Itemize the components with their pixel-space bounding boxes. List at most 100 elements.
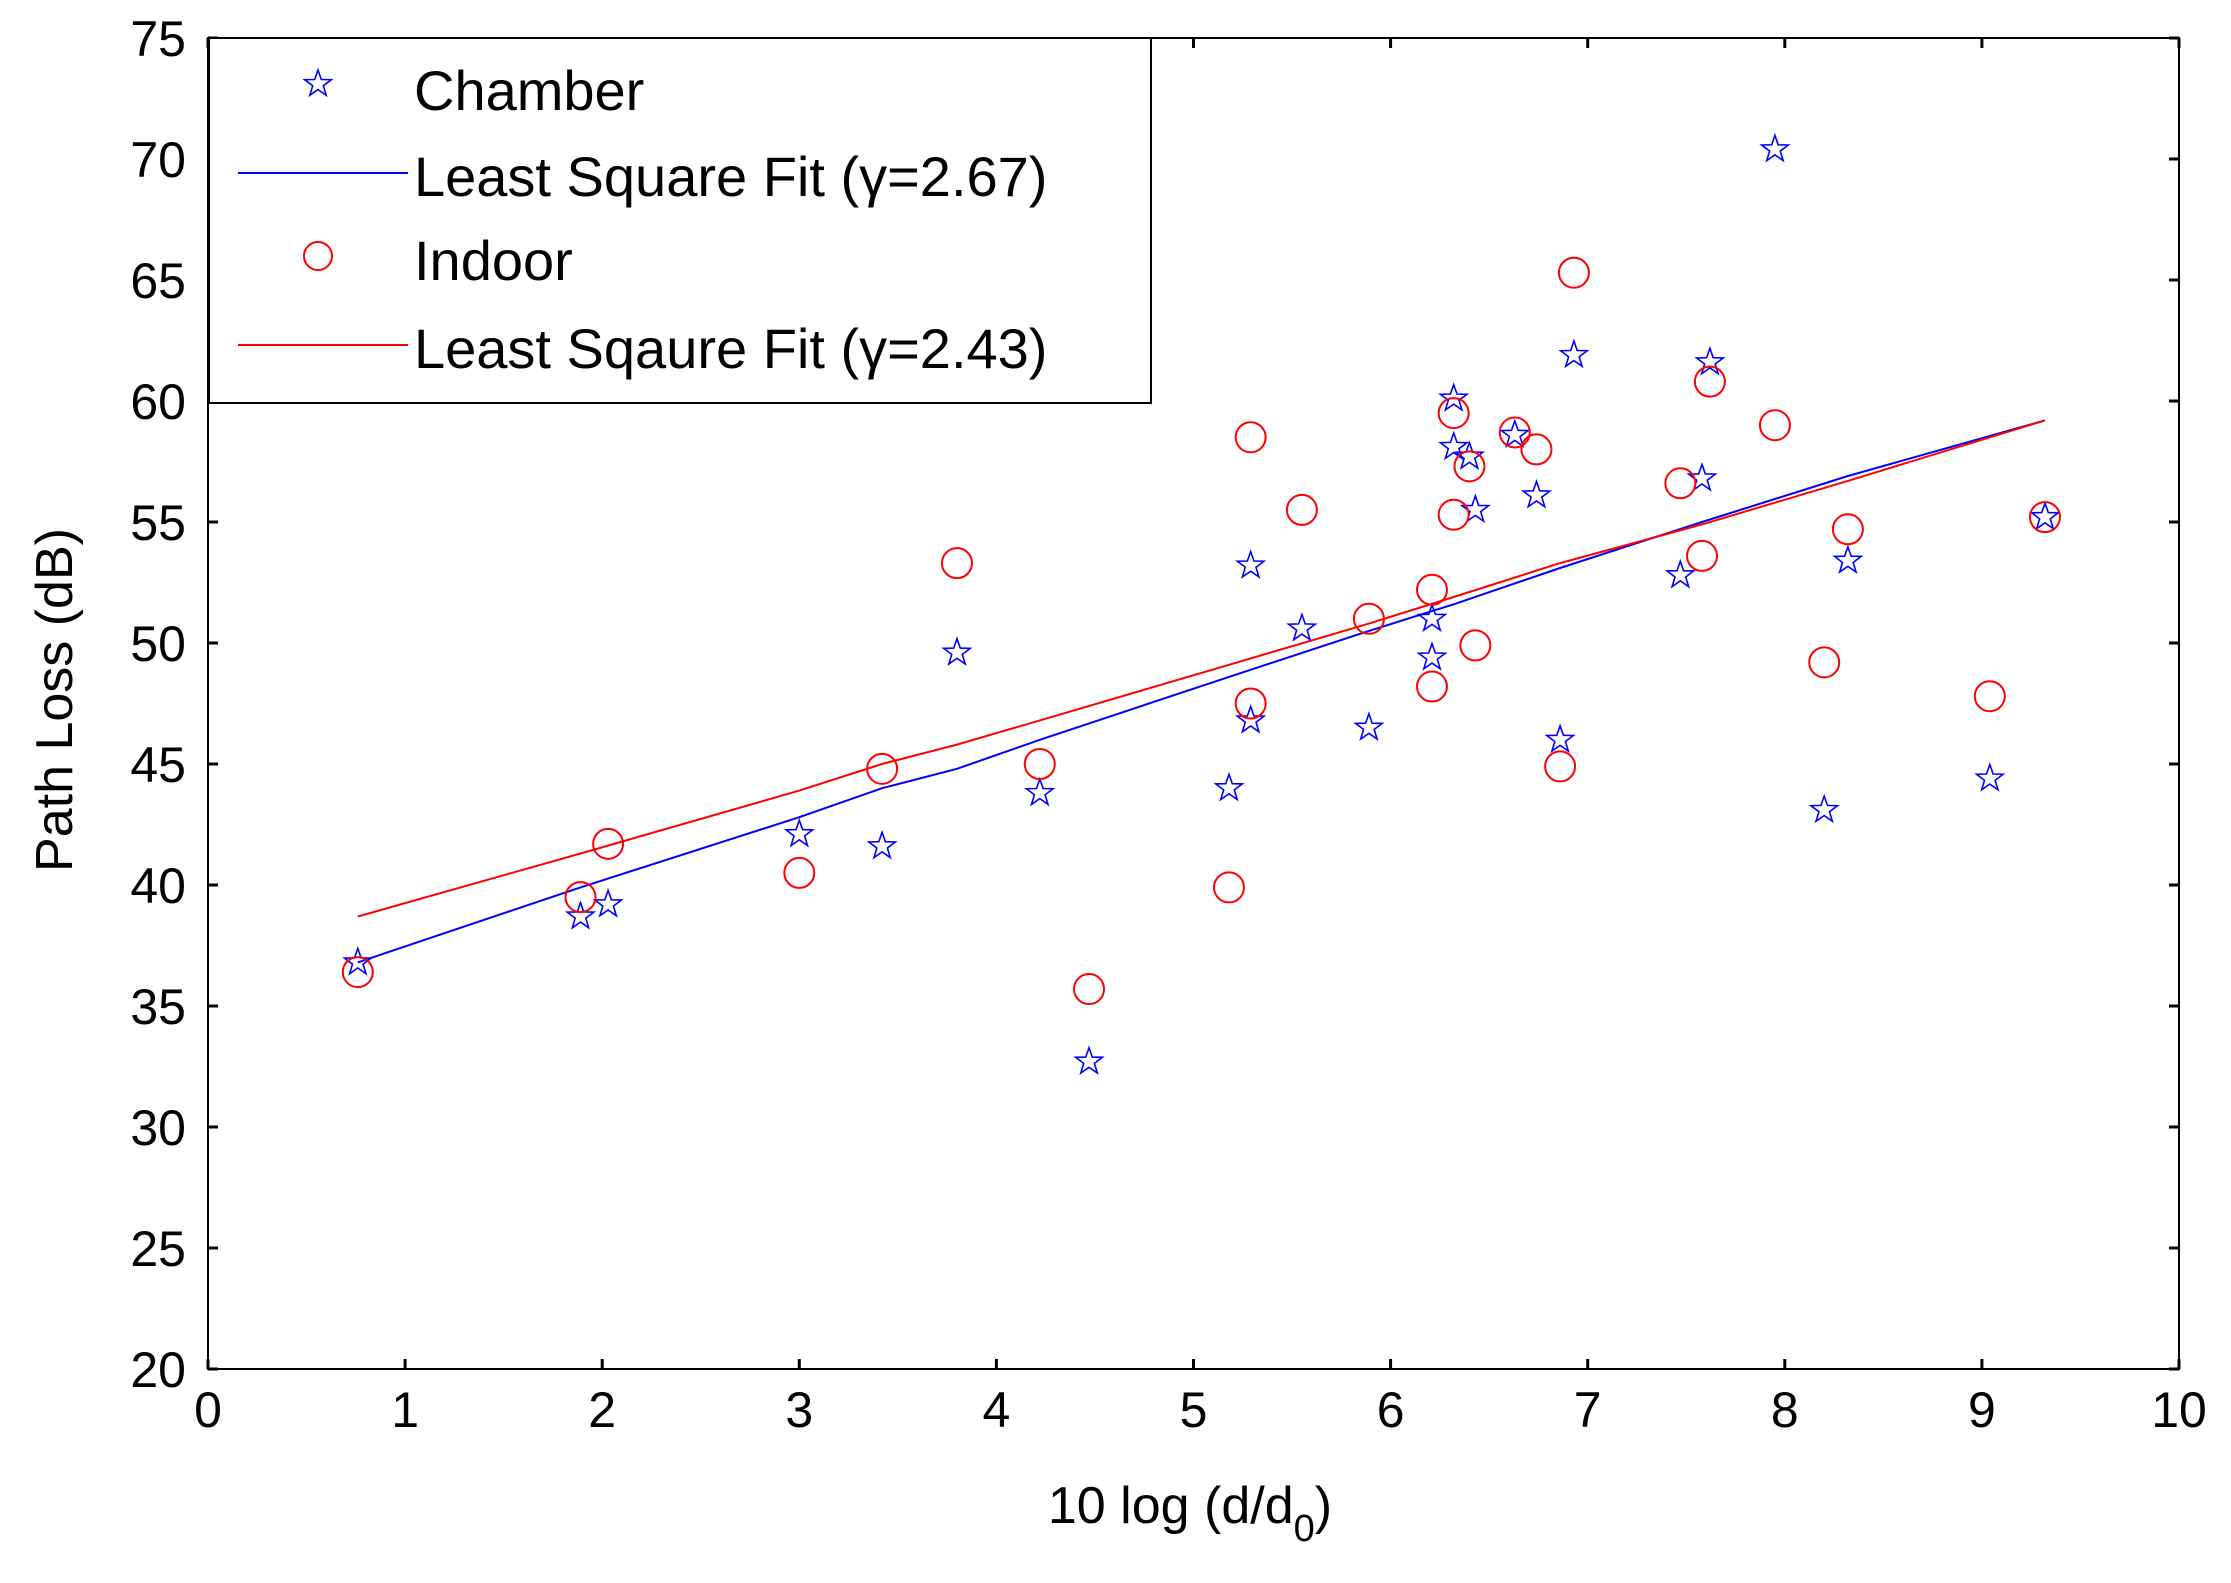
- indoor-circle-point: [1352, 602, 1385, 635]
- chamber-star-point: [1024, 776, 1056, 807]
- indoor-circle-point: [783, 856, 816, 889]
- y-tick-label: 40: [130, 858, 186, 914]
- legend-label-blue-fit: Least Square Fit (γ=2.67): [414, 145, 1047, 208]
- y-tick-label: 70: [130, 132, 186, 188]
- indoor-circle-point: [1437, 498, 1470, 531]
- indoor-circle-point: [1212, 871, 1245, 904]
- legend-entry-blue-fit: Least Square Fit (γ=2.67): [238, 145, 1047, 208]
- legend-label-red-fit: Least Sqaure Fit (γ=2.43): [414, 317, 1047, 380]
- data-markers: [341, 132, 2061, 1075]
- chamber-star-point: [2029, 500, 2061, 531]
- chamber-star-point: [342, 945, 374, 976]
- legend-label-chamber: Chamber: [414, 59, 644, 122]
- legend-circle-marker: [303, 241, 333, 271]
- legend-box: [208, 37, 1152, 404]
- indoor-circle-point: [1808, 646, 1841, 679]
- indoor-circle-point: [1498, 416, 1531, 449]
- x-tick-label: 1: [391, 1382, 419, 1438]
- indoor-circle-point: [1459, 629, 1492, 662]
- indoor-circle-point: [592, 827, 625, 860]
- indoor-circle-point: [1664, 467, 1697, 500]
- x-axis-label-close: ): [1315, 1477, 1332, 1535]
- indoor-circle-point: [1693, 365, 1726, 398]
- chamber-star-point: [1438, 430, 1470, 461]
- chamber-star-point: [592, 887, 624, 918]
- legend-star-shape: [302, 67, 334, 98]
- indoor-circle-point: [1023, 748, 1056, 780]
- indoor-circle-point: [1453, 450, 1486, 483]
- y-tick-label: 35: [130, 979, 186, 1035]
- y-tick-label: 65: [130, 253, 186, 309]
- indoor-circle-point: [1686, 539, 1719, 572]
- chamber-star-point: [1453, 440, 1486, 470]
- x-tick-label: 9: [1968, 1382, 1996, 1438]
- indoor-circle-point: [341, 956, 374, 989]
- chamber-star-point: [1438, 382, 1470, 412]
- y-tick-label: 30: [130, 1100, 186, 1156]
- x-tick-label: 10: [2151, 1382, 2207, 1438]
- chamber-star-point: [1416, 602, 1448, 633]
- chamber-star-point: [1808, 793, 1840, 824]
- chamber-star-point: [1520, 478, 1553, 509]
- fit-line-1: [357, 419, 2046, 964]
- x-tick-label: 7: [1574, 1382, 1602, 1438]
- chamber-star-point: [1286, 612, 1318, 642]
- chamber-star-point: [1544, 723, 1576, 754]
- legend-entry-chamber: Chamber: [302, 59, 644, 122]
- chamber-star-point: [941, 636, 973, 666]
- chamber-star-point: [1759, 132, 1791, 163]
- y-tick-label: 75: [130, 11, 186, 67]
- legend-entry-indoor: Indoor: [303, 229, 573, 292]
- x-tick-label: 2: [588, 1382, 616, 1438]
- x-tick-label: 8: [1771, 1382, 1799, 1438]
- indoor-circle-point: [866, 752, 899, 785]
- indoor-circle-point: [1758, 409, 1791, 442]
- indoor-circle-point: [2028, 501, 2061, 534]
- indoor-circle-point: [1285, 493, 1318, 526]
- chamber-star-point: [1353, 711, 1385, 741]
- chamber-star-point: [1499, 418, 1531, 449]
- y-tick-label: 20: [130, 1342, 186, 1398]
- y-tick-label: 25: [130, 1221, 186, 1277]
- indoor-circle-point: [1437, 397, 1470, 430]
- indoor-circle-point: [1544, 750, 1577, 783]
- chamber-star-point: [1664, 558, 1697, 589]
- legend-star-marker: [302, 67, 334, 98]
- chamber-star-point: [783, 817, 815, 848]
- indoor-circle-point: [1415, 670, 1448, 703]
- indoor-circle-point: [1520, 433, 1553, 466]
- chamber-star-point: [1234, 549, 1267, 579]
- y-tick-label: 50: [130, 616, 186, 672]
- x-tick-label: 4: [982, 1382, 1010, 1438]
- indoor-circle-point: [1973, 680, 2006, 713]
- chamber-star-point: [1974, 762, 2006, 792]
- chamber-star-point: [1073, 1045, 1105, 1075]
- chamber-star-point: [1832, 544, 1864, 574]
- indoor-circle-point: [1415, 573, 1448, 606]
- indoor-circle-point: [940, 547, 973, 580]
- chamber-star-point: [1213, 771, 1245, 802]
- x-tick-label: 5: [1180, 1382, 1208, 1438]
- legend-label-indoor: Indoor: [414, 229, 573, 292]
- chamber-star-point: [1234, 703, 1267, 734]
- y-tick-label: 55: [130, 495, 186, 551]
- chamber-star-point: [564, 900, 597, 930]
- chamber-star-point: [1558, 338, 1590, 369]
- chamber-star-point: [1694, 345, 1726, 376]
- indoor-circle-point: [1073, 973, 1106, 1006]
- indoor-circle-point: [564, 881, 597, 914]
- y-axis-label: Path Loss (dB): [26, 528, 84, 872]
- x-axis-label-subscript: 0: [1294, 1508, 1315, 1550]
- x-tick-label: 0: [194, 1382, 222, 1438]
- indoor-circle-point: [1234, 421, 1267, 454]
- fit-line-3: [357, 419, 2046, 918]
- y-tick-label: 45: [130, 737, 186, 793]
- x-axis-label: 10 log (d/d0): [1048, 1477, 1332, 1550]
- chamber-star-point: [1416, 641, 1448, 671]
- legend-entry-red-fit: Least Sqaure Fit (γ=2.43): [238, 317, 1047, 380]
- x-tick-label: 3: [785, 1382, 813, 1438]
- indoor-circle-point: [1831, 513, 1864, 546]
- fit-lines: [357, 419, 2046, 964]
- x-tick-label: 6: [1377, 1382, 1405, 1438]
